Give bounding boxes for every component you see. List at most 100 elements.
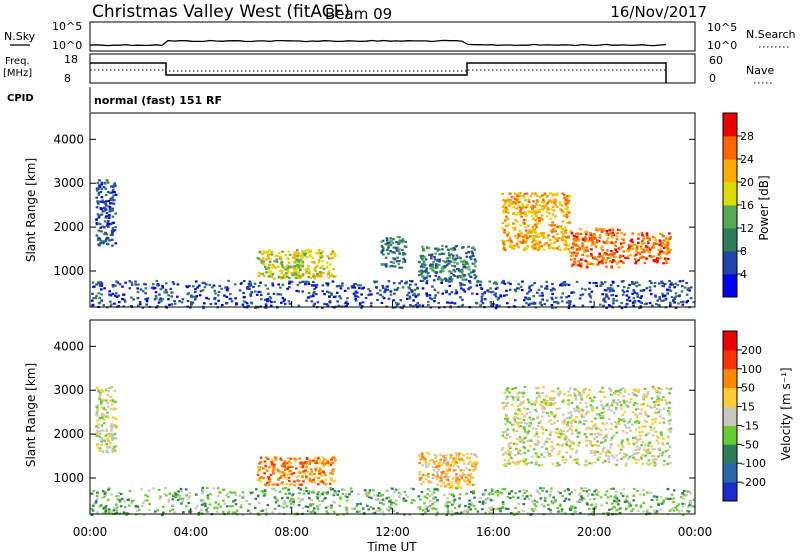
power-scatter-point-2395 xyxy=(636,245,639,247)
velocity-scatter-point-684 xyxy=(405,494,408,496)
power-scatter-point-68 xyxy=(109,210,112,212)
velocity-scatter-point-443 xyxy=(258,502,261,504)
velocity-scatter-point-1497 xyxy=(428,463,431,465)
velocity-scatter-point-2249 xyxy=(583,420,586,422)
power-scatter-point-2238 xyxy=(583,250,586,252)
velocity-scatter-point-1903 xyxy=(622,446,625,448)
power-scatter-point-975 xyxy=(234,283,237,285)
power-scatter-point-2464 xyxy=(637,233,640,235)
power-scatter-point-2105 xyxy=(598,261,601,263)
power-scatter-point-779 xyxy=(252,286,255,288)
power-scatter-point-803 xyxy=(528,297,531,299)
power-scatter-point-634 xyxy=(199,294,202,296)
power-scatter-point-598 xyxy=(379,294,382,296)
power-scatter-point-2204 xyxy=(612,259,615,261)
velocity-scatter-point-531 xyxy=(576,501,579,503)
velocity-scatter-point-923 xyxy=(329,487,332,489)
velocity-scatter-point-843 xyxy=(385,490,388,492)
power-scatter-point-871 xyxy=(669,302,672,304)
velocity-scatter-point-861 xyxy=(142,502,145,504)
velocity-scatter-point-312 xyxy=(234,492,237,494)
velocity-scatter-point-1911 xyxy=(567,421,570,423)
velocity-scatter-point-812 xyxy=(613,500,616,502)
power-scatter-point-2356 xyxy=(637,238,640,240)
power-scatter-point-1286 xyxy=(332,268,335,270)
velocity-scatter-point-1992 xyxy=(561,445,564,447)
power-scatter-point-1967 xyxy=(510,239,513,241)
power-scatter-point-1314 xyxy=(311,257,314,259)
velocity-scatter-point-80 xyxy=(106,412,109,414)
power-scatter-point-569 xyxy=(101,282,104,284)
power-scatter-point-1991 xyxy=(509,193,512,195)
power-scatter-point-724 xyxy=(116,296,119,298)
power-scatter-point-931 xyxy=(481,293,484,295)
power-scatter-point-1795 xyxy=(532,218,535,220)
power-scatter-point-1605 xyxy=(447,249,450,251)
velocity-scatter-point-715 xyxy=(158,489,161,491)
velocity-scatter-point-2072 xyxy=(503,406,506,408)
velocity-scatter-point-1840 xyxy=(669,423,672,425)
power-scatter-point-513 xyxy=(181,301,184,303)
velocity-scatter-point-1038 xyxy=(311,491,314,493)
velocity-scatter-point-558 xyxy=(395,500,398,502)
power-scatter-point-574 xyxy=(607,287,610,289)
power-scatter-point-821 xyxy=(427,301,430,303)
velocity-scatter-point-1862 xyxy=(637,391,640,393)
power-scatter-point-459 xyxy=(264,299,267,301)
power-scatter-point-1302 xyxy=(312,273,315,275)
velocity-scatter-point-1465 xyxy=(434,463,437,465)
velocity-scatter-point-119 xyxy=(110,423,113,425)
velocity-scatter-point-481 xyxy=(561,495,564,497)
power-scatter-point-499 xyxy=(267,288,270,290)
power-scatter-point-2226 xyxy=(615,245,618,247)
velocity-scatter-point-992 xyxy=(689,501,692,503)
power-scatter-point-59 xyxy=(100,230,103,232)
velocity-scatter-point-562 xyxy=(382,503,385,505)
velocity-scatter-point-1158 xyxy=(312,479,315,481)
power-scatter-point-2126 xyxy=(612,255,615,257)
velocity-scatter-point-1653 xyxy=(538,395,541,397)
velocity-scatter-point-1222 xyxy=(258,469,261,471)
power-scatter-point-2289 xyxy=(575,243,578,245)
power-colorbar-segment-5 xyxy=(723,159,737,182)
velocity-scatter-point-1889 xyxy=(652,386,655,388)
velocity-scatter-point-1893 xyxy=(575,430,578,432)
power-scatter-point-108 xyxy=(113,203,116,205)
velocity-scatter-point-100 xyxy=(100,444,103,446)
velocity-scatter-point-2280 xyxy=(507,433,510,435)
power-scatter-point-93 xyxy=(109,206,112,208)
power-scatter-point-1579 xyxy=(438,278,441,280)
power-scatter-point-1190 xyxy=(287,270,290,272)
velocity-scatter-point-851 xyxy=(238,495,241,497)
power-scatter-point-1592 xyxy=(470,276,473,278)
velocity-scatter-point-445 xyxy=(653,495,656,497)
power-scatter-point-2023 xyxy=(563,194,566,196)
velocity-scatter-point-1775 xyxy=(601,387,604,389)
velocity-scatter-point-1179 xyxy=(298,480,301,482)
velocity-scatter-point-1486 xyxy=(443,462,446,464)
power-scatter-point-689 xyxy=(602,305,605,307)
power-scatter-point-1401 xyxy=(385,243,388,245)
velocity-scatter-point-971 xyxy=(92,510,95,512)
power-scatter-point-2054 xyxy=(510,202,513,204)
velocity-scatter-point-1359 xyxy=(447,461,450,463)
velocity-scatter-point-608 xyxy=(514,492,517,494)
velocity-scatter-point-2348 xyxy=(660,434,663,436)
power-scatter-point-818 xyxy=(682,304,685,306)
velocity-scatter-point-631 xyxy=(485,502,488,504)
velocity-scatter-point-1269 xyxy=(322,481,325,483)
velocity-scatter-point-493 xyxy=(284,493,287,495)
power-scatter-point-1716 xyxy=(546,210,549,212)
power-scatter-point-1777 xyxy=(520,232,523,234)
power-scatter-point-29 xyxy=(101,213,104,215)
power-scatter-point-1998 xyxy=(502,206,505,208)
velocity-scatter-point-762 xyxy=(115,503,118,505)
power-scatter-point-2018 xyxy=(505,216,508,218)
power-scatter-point-1042 xyxy=(250,291,253,293)
power-scatter-point-2044 xyxy=(566,199,569,201)
velocity-scatter-point-1113 xyxy=(322,460,325,462)
velocity-scatter-point-1713 xyxy=(636,445,639,447)
velocity-scatter-point-1706 xyxy=(539,404,542,406)
power-scatter-point-920 xyxy=(396,289,399,291)
power-scatter-point-912 xyxy=(347,287,350,289)
